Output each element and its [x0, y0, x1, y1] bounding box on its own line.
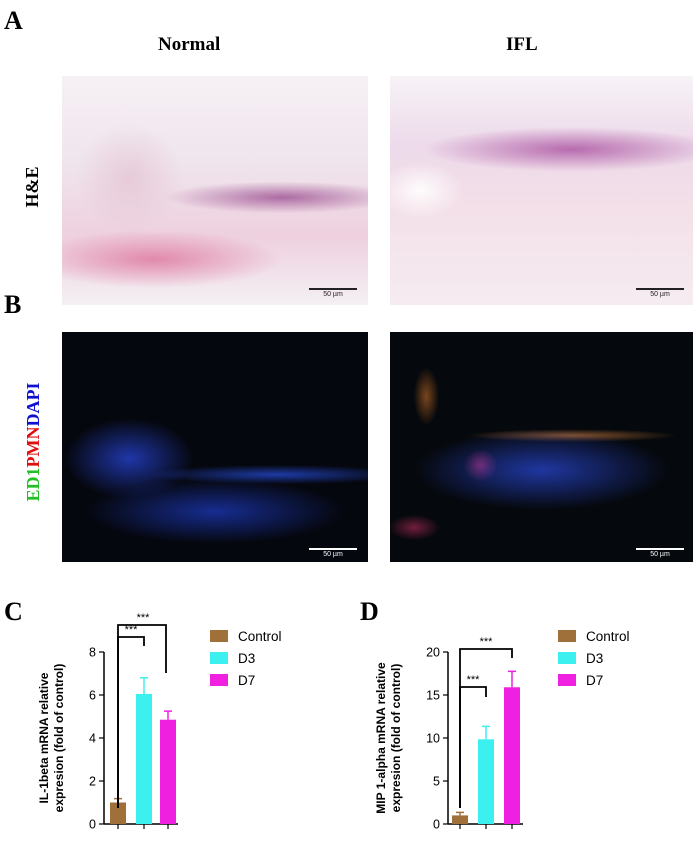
chart-il1beta: 0 2 4 6 8 ****** IL-1beta mRNA relative expresi…: [37, 612, 282, 832]
he-normal-micrograph: 50 µm: [62, 76, 368, 305]
y-axis-label-line1: IL-1beta mRNA relative: [37, 672, 51, 803]
legend-swatch-d7: [210, 674, 228, 686]
bar-control: [110, 802, 126, 824]
scale-bar-label: 50 µm: [650, 551, 670, 558]
legend-label-d3: D3: [238, 651, 255, 666]
bar-d3: [478, 739, 494, 824]
significance-label: ***: [480, 636, 494, 648]
y-axis-label-line2: expresion (fold of control): [389, 664, 403, 813]
legend-swatch-d3: [558, 652, 576, 664]
panel-label-c: C: [4, 597, 23, 626]
bar-d7: [160, 719, 176, 824]
stain-label-pmn: PMN: [23, 426, 43, 468]
y-tick-label: 4: [89, 732, 96, 746]
scale-bar: [636, 548, 684, 550]
scale-bar-label: 50 µm: [323, 291, 343, 298]
panel-label-a: A: [4, 6, 23, 35]
y-tick-label: 15: [426, 689, 440, 703]
bar-d3: [136, 693, 152, 824]
legend-label-control: Control: [586, 629, 630, 644]
y-tick-label: 6: [89, 689, 96, 703]
legend-swatch-control: [210, 630, 228, 642]
stain-label-ed1: ED1: [23, 467, 43, 502]
legend-label-d7: D7: [238, 673, 255, 688]
stain-label-dapi: DAPI: [23, 382, 43, 427]
y-tick-label: 0: [89, 818, 96, 832]
y-tick-label: 20: [426, 646, 440, 660]
significance-label: ***: [125, 624, 139, 636]
panel-label-d: D: [360, 597, 379, 626]
bar-d7: [504, 687, 520, 824]
significance-bracket: [117, 624, 167, 808]
if-ifl-micrograph: 50 µm: [390, 332, 693, 562]
scale-bar: [636, 288, 684, 290]
legend-label-control: Control: [238, 629, 282, 644]
column-title-normal: Normal: [158, 34, 221, 55]
bar-control: [452, 815, 468, 824]
if-normal-micrograph: 50 µm: [62, 332, 368, 562]
scale-bar: [309, 288, 357, 290]
significance-label: ***: [467, 674, 481, 686]
legend-swatch-control: [558, 630, 576, 642]
scale-bar-label: 50 µm: [650, 291, 670, 298]
row-label-he: H&E: [22, 166, 42, 208]
legend-swatch-d3: [210, 652, 228, 664]
y-tick-label: 0: [433, 818, 440, 832]
y-tick-label: 2: [89, 775, 96, 789]
scale-bar: [309, 548, 357, 550]
panel-label-b: B: [4, 290, 22, 319]
y-tick-label: 8: [89, 646, 96, 660]
legend-label-d3: D3: [586, 651, 603, 666]
scale-bar-label: 50 µm: [323, 551, 343, 558]
he-ifl-micrograph: 50 µm: [390, 76, 693, 305]
significance-label: ***: [137, 612, 151, 624]
y-axis-label-line1: MIP 1-alpha mRNA relative: [374, 662, 388, 814]
column-title-ifl: IFL: [506, 34, 538, 55]
significance-bracket: [459, 648, 513, 808]
y-axis-label-line2: expresion (fold of control): [52, 664, 66, 813]
y-tick-label: 10: [426, 732, 440, 746]
chart-mip1alpha: 0 5 10 15 20 *** *** MIP 1-alpha mRNA relative e…: [374, 629, 630, 832]
row-label-if: ED1PMNDAPI: [23, 382, 45, 502]
y-tick-label: 5: [433, 775, 440, 789]
legend-label-d7: D7: [586, 673, 603, 688]
legend-swatch-d7: [558, 674, 576, 686]
